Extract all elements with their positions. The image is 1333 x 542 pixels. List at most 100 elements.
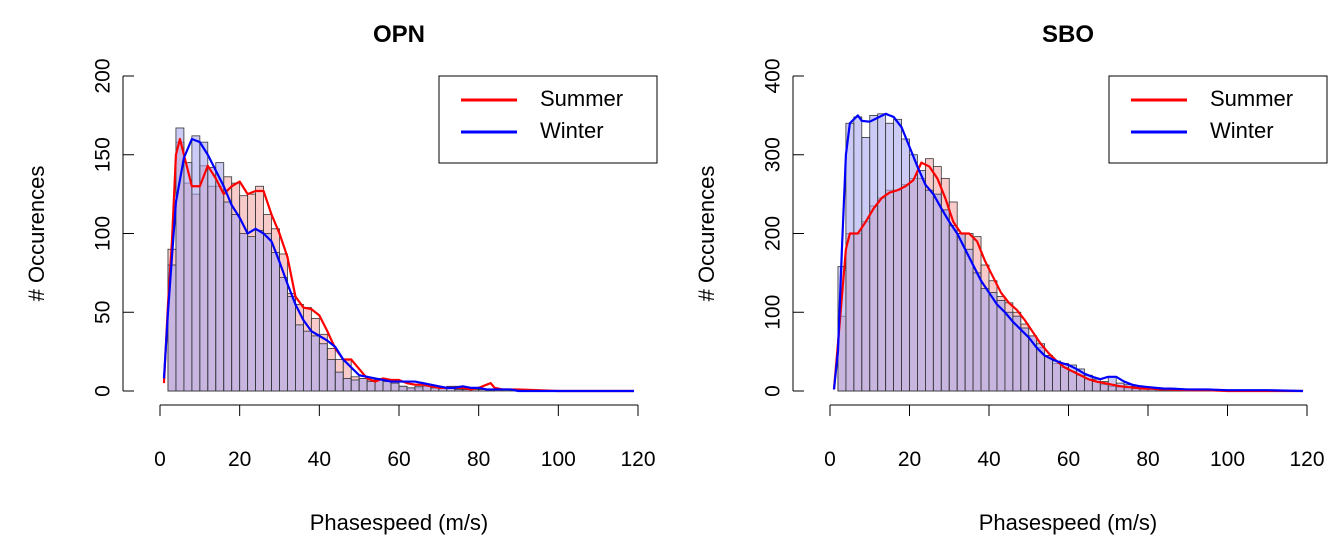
x-axis-label: Phasespeed (m/s) (979, 510, 1158, 535)
bar (1004, 311, 1014, 392)
y-tick-label: 200 (92, 58, 115, 93)
bar (948, 225, 958, 392)
bar (414, 385, 424, 392)
bar (932, 193, 942, 392)
bar (310, 335, 320, 392)
legend-box (1108, 75, 1328, 164)
bar (956, 233, 966, 392)
bar (1044, 355, 1054, 392)
series-line-winter (162, 137, 635, 393)
bar (454, 389, 464, 392)
bar (964, 248, 974, 392)
y-tick-label: 50 (92, 301, 115, 324)
bar (1052, 360, 1061, 392)
bar (940, 209, 950, 392)
x-tick-label: 120 (1289, 448, 1324, 471)
bar (342, 377, 352, 392)
bar (247, 236, 257, 392)
bar (302, 330, 312, 392)
y-tick-label: 100 (92, 216, 115, 251)
y-axis-label: # Occurences (694, 166, 719, 302)
bar (215, 162, 225, 392)
bar (980, 288, 990, 392)
y-tick-label: 300 (762, 137, 785, 172)
chart-panel-opn: OPN 0 20 40 60 80 100 120 Phasespeed (m/s) 0 50 100… (24, 21, 658, 535)
bar (869, 114, 879, 392)
x-tick-label: 0 (154, 448, 166, 471)
y-tick-label: 0 (762, 385, 785, 397)
bar (996, 300, 1006, 392)
x-tick-label: 60 (387, 448, 410, 471)
y-tick-label: 150 (92, 137, 115, 172)
chart-title: OPN (373, 21, 425, 48)
x-axis-label: Phasespeed (m/s) (310, 510, 489, 535)
bar (358, 377, 368, 392)
x-tick-label: 20 (228, 448, 251, 471)
bar (183, 162, 193, 392)
bar (350, 379, 360, 392)
x-tick-label: 120 (620, 448, 655, 471)
bar (231, 214, 241, 392)
x-axis: 0 20 40 60 80 100 120 Phasespeed (m/s) (154, 404, 656, 535)
x-tick-label: 80 (1136, 448, 1159, 471)
bar (382, 381, 392, 392)
bar (287, 296, 296, 392)
bar (334, 371, 344, 392)
bar (925, 189, 934, 392)
bar (398, 385, 408, 392)
bar (279, 277, 288, 392)
x-tick-label: 40 (308, 448, 331, 471)
x-tick-label: 40 (977, 448, 1000, 471)
bar (191, 135, 201, 392)
histogram-winter (837, 113, 1268, 392)
x-tick-label: 100 (1210, 448, 1245, 471)
bar (199, 141, 209, 392)
y-tick-label: 200 (762, 216, 785, 251)
legend-label-winter: Winter (1210, 118, 1274, 143)
x-tick-label: 20 (898, 448, 921, 471)
y-tick-label: 100 (762, 295, 785, 330)
chart-panel-sbo: SBO 0 20 40 60 80 100 120 Phasespeed (m/s) 0 100 20… (694, 21, 1328, 535)
series-line-summer (832, 161, 1304, 393)
y-tick-label: 0 (92, 385, 115, 397)
bar (263, 233, 272, 392)
bar (901, 138, 910, 392)
bar (988, 292, 998, 392)
x-tick-label: 60 (1057, 448, 1080, 471)
legend: Summer Winter (438, 75, 658, 164)
bar (845, 122, 855, 392)
legend-label-summer: Summer (1210, 86, 1293, 111)
bar (861, 137, 871, 392)
bar (255, 229, 264, 392)
y-axis: 0 50 100 150 200 # Occurences (24, 58, 134, 397)
legend-box (438, 75, 658, 164)
series-line-winter (832, 112, 1304, 393)
bar (853, 116, 863, 392)
bar (271, 251, 280, 392)
bar (207, 166, 217, 392)
x-tick-label: 80 (467, 448, 490, 471)
bar (917, 170, 926, 392)
bar (223, 201, 233, 392)
x-tick-label: 0 (824, 448, 836, 471)
x-axis: 0 20 40 60 80 100 120 Phasespeed (m/s) (824, 404, 1325, 535)
x-tick-label: 100 (541, 448, 576, 471)
bar (877, 113, 887, 392)
bar (893, 118, 902, 392)
legend-label-summer: Summer (540, 86, 623, 111)
chart-title: SBO (1042, 21, 1094, 48)
bar (366, 381, 376, 392)
bar (406, 387, 416, 392)
y-tick-label: 400 (762, 58, 785, 93)
bar (909, 154, 918, 392)
bar (239, 233, 249, 392)
bar (885, 122, 895, 392)
bar (318, 343, 328, 392)
bar (972, 272, 982, 392)
y-axis: 0 100 200 300 400 # Occurences (694, 58, 804, 397)
bar (295, 324, 304, 392)
bar (326, 359, 336, 392)
bar (390, 382, 400, 392)
